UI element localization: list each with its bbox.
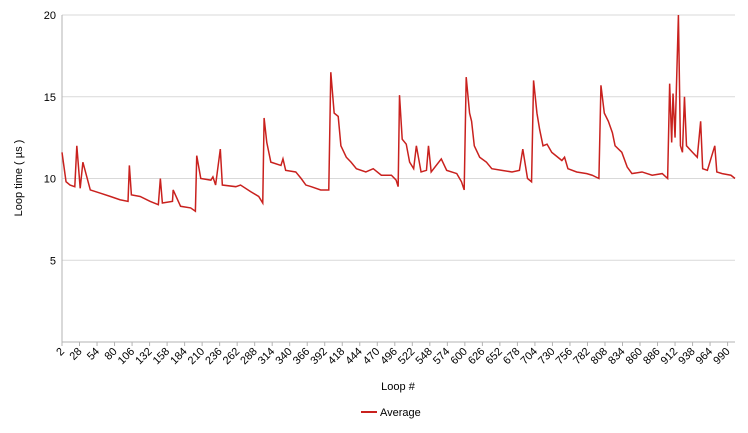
x-tick-label: 210	[186, 346, 207, 367]
x-tick-label: 392	[308, 346, 329, 367]
x-tick-label: 444	[343, 346, 364, 367]
x-tick-label: 366	[291, 346, 312, 367]
x-tick-label: 262	[221, 346, 242, 367]
x-tick-label: 496	[378, 346, 399, 367]
x-tick-label: 470	[361, 346, 382, 367]
y-tick-label: 5	[50, 255, 56, 267]
x-tick-label: 938	[676, 346, 697, 367]
y-tick-label: 20	[44, 10, 56, 22]
x-tick-label: 158	[151, 346, 172, 367]
y-axis-label: Loop time ( µs )	[13, 140, 25, 217]
x-tick-label: 652	[484, 346, 505, 367]
legend-label: Average	[380, 407, 421, 419]
x-tick-label: 522	[396, 346, 417, 367]
x-tick-label: 600	[449, 346, 470, 367]
x-tick-label: 132	[133, 346, 154, 367]
x-axis-label: Loop #	[381, 381, 416, 393]
x-tick-label: 314	[256, 346, 277, 367]
x-tick-label: 730	[536, 346, 557, 367]
x-tick-label: 418	[326, 346, 347, 367]
x-tick-label: 288	[238, 346, 259, 367]
x-tick-label: 54	[85, 346, 102, 363]
x-tick-label: 106	[116, 346, 137, 367]
x-tick-label: 964	[694, 346, 715, 367]
x-tick-label: 574	[431, 346, 452, 367]
x-tick-label: 886	[641, 346, 662, 367]
x-tick-label: 184	[168, 346, 189, 367]
x-tick-label: 912	[659, 346, 680, 367]
x-tick-label: 678	[501, 346, 522, 367]
x-tick-label: 834	[606, 346, 627, 367]
line	[61, 14, 736, 213]
x-tick-label: 28	[67, 346, 84, 363]
x-tick-label: 626	[466, 346, 487, 367]
x-tick-label: 808	[589, 346, 610, 367]
x-tick-label: 990	[711, 346, 732, 367]
x-tick-label: 2	[54, 346, 67, 359]
x-tick-label: 756	[554, 346, 575, 367]
x-tick-label: 236	[203, 346, 224, 367]
y-tick-label: 15	[44, 92, 56, 104]
y-tick-label: 10	[44, 174, 56, 186]
x-tick-label: 704	[519, 346, 540, 367]
x-tick-label: 340	[273, 346, 294, 367]
x-tick-label: 548	[413, 346, 434, 367]
x-tick-label: 782	[571, 346, 592, 367]
x-tick-label: 860	[624, 346, 645, 367]
